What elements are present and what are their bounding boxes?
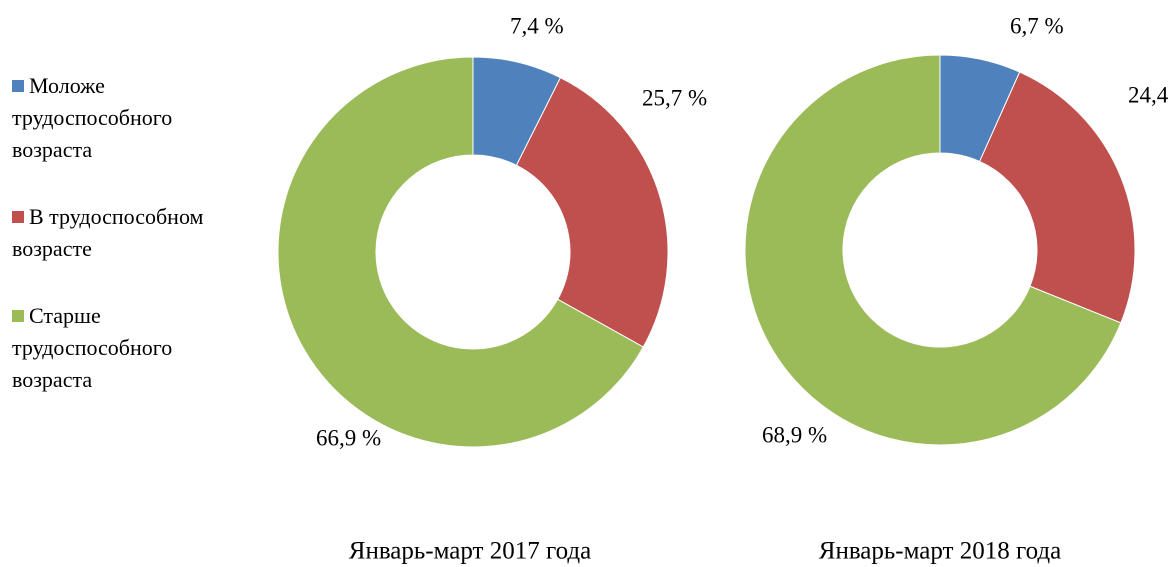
- data-label: 24,4 %: [1128, 82, 1174, 107]
- donut-slice: [978, 71, 1136, 324]
- legend-item: В трудоспособном возрасте: [12, 201, 242, 265]
- legend: Моложе трудоспособного возраста В трудосп…: [12, 70, 242, 431]
- chart-title: Январь-март 2017 года: [349, 538, 591, 565]
- data-label: 68,9 %: [762, 422, 827, 447]
- legend-item: Старше трудоспособного возраста: [12, 300, 242, 396]
- legend-item: Моложе трудоспособного возраста: [12, 70, 242, 166]
- data-label: 66,9 %: [316, 425, 381, 450]
- data-label: 25,7 %: [642, 85, 707, 110]
- data-label: 7,4 %: [510, 13, 564, 38]
- donut-slice: [515, 77, 669, 348]
- legend-swatch: [12, 80, 24, 92]
- legend-swatch: [12, 211, 24, 223]
- legend-label: В трудоспособном возрасте: [12, 204, 204, 261]
- legend-swatch: [12, 310, 24, 322]
- legend-label: Моложе трудоспособного возраста: [12, 73, 173, 162]
- donut-slice: [744, 54, 1122, 446]
- data-label: 6,7 %: [1010, 13, 1064, 38]
- donut-slice: [277, 56, 644, 448]
- chart-title: Январь-март 2018 года: [819, 538, 1061, 565]
- legend-label: Старше трудоспособного возраста: [12, 303, 173, 392]
